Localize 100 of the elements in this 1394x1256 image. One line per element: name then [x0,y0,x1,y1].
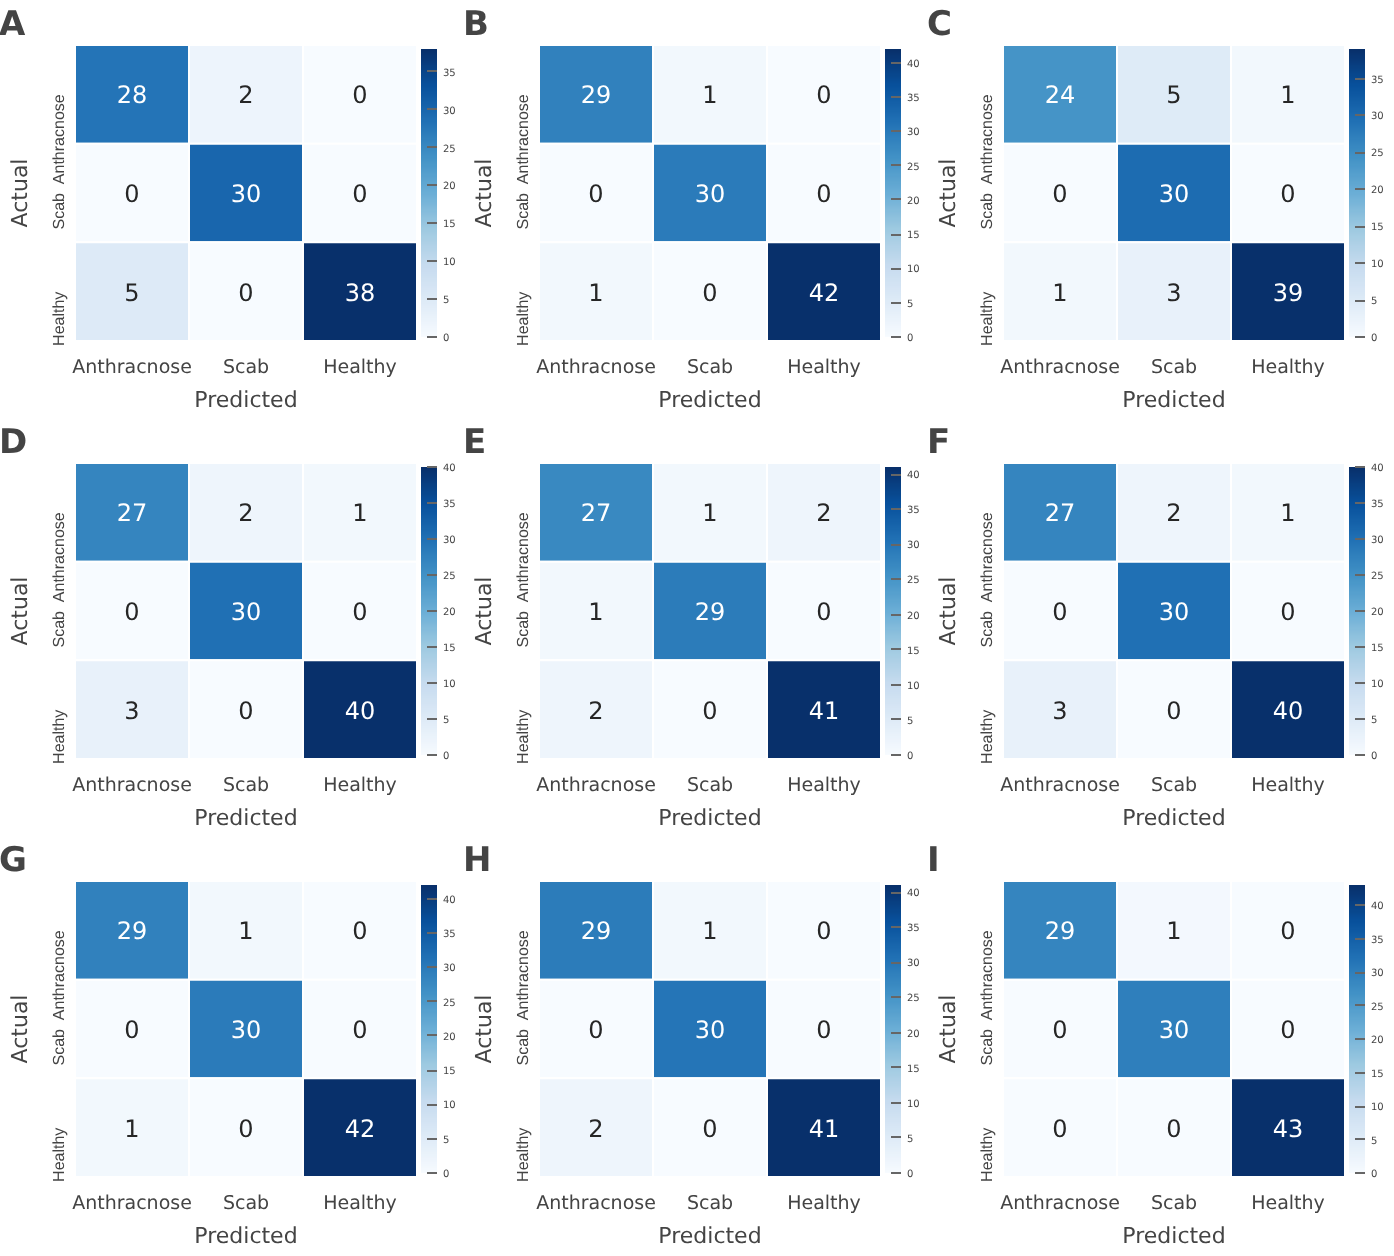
data-label: 0 [816,1016,832,1044]
data-label: 2 [238,499,254,528]
data-label: 1 [1280,499,1296,528]
x-axis-title: Predicted [194,1223,298,1249]
data-label: 2 [588,696,604,725]
y-tick-label: Anthracnose [514,511,532,603]
data-label: 0 [816,598,832,626]
y-tick-label: Anthracnose [50,929,68,1021]
chart-title: D [0,423,28,463]
y-tick-label: Anthracnose [978,511,996,603]
data-label: 29 [580,81,612,110]
x-axis-title: Predicted [194,805,298,831]
y-axis-title: Actual [7,994,33,1064]
chart-title: G [0,841,27,881]
data-label: 5 [124,278,140,307]
data-label: 2 [1166,499,1182,528]
data-label: 30 [1158,1016,1190,1044]
y-axis-title: Actual [935,576,961,646]
data-label: 2 [816,499,832,528]
data-label: 42 [344,1114,376,1143]
data-label: 1 [588,598,604,626]
y-axis-title: Actual [7,576,33,646]
data-label: 0 [816,180,832,208]
x-tick-label: Scab [222,1193,270,1215]
y-tick-label: Scab [978,1027,996,1066]
data-label: 28 [116,81,148,110]
y-tick-label: Scab [978,609,996,648]
data-label: 29 [116,917,148,946]
data-label: 1 [1166,917,1182,946]
y-tick-label: Scab [978,191,996,230]
chart-title: E [463,423,487,463]
data-label: 0 [702,696,718,725]
data-label: 29 [694,598,726,626]
data-label: 0 [1280,917,1296,946]
data-label: 0 [238,696,254,725]
data-label: 1 [1280,81,1296,110]
data-label: 27 [580,499,612,528]
chart-title: B [463,5,489,45]
x-tick-label: Healthy [787,357,862,379]
x-tick-label: Scab [1150,357,1198,379]
data-label: 1 [702,499,718,528]
data-label: 0 [816,917,832,946]
x-tick-label: Anthracnose [1000,357,1121,379]
data-label: 43 [1272,1114,1304,1143]
data-label: 3 [124,696,140,725]
y-tick-label: Anthracnose [978,93,996,185]
data-label: 0 [1280,598,1296,626]
y-axis-title: Actual [935,158,961,228]
x-tick-label: Anthracnose [536,775,657,797]
x-tick-label: Healthy [1251,775,1326,797]
data-label: 0 [352,180,368,208]
x-tick-label: Scab [1150,775,1198,797]
data-label: 0 [352,1016,368,1044]
data-label: 0 [1280,1016,1296,1044]
data-label: 40 [344,696,376,725]
x-tick-label: Healthy [787,775,862,797]
x-tick-label: Anthracnose [72,1193,193,1215]
data-label: 3 [1166,278,1182,307]
x-tick-label: Scab [222,357,270,379]
x-tick-label: Anthracnose [72,775,193,797]
data-label: 0 [1052,1016,1068,1044]
data-label: 0 [702,1114,718,1143]
data-label: 0 [352,598,368,626]
chart-title: H [463,841,492,881]
x-tick-label: Healthy [323,1193,398,1215]
y-axis-title: Actual [935,994,961,1064]
y-tick-label: Scab [50,191,68,230]
data-label: 0 [702,278,718,307]
data-label: 0 [1166,696,1182,725]
x-axis-title: Predicted [1122,1223,1226,1249]
data-label: 41 [808,1114,840,1143]
data-label: 30 [1158,598,1190,626]
data-label: 42 [808,278,840,307]
x-axis-title: Predicted [658,1223,762,1249]
data-label: 24 [1044,81,1076,110]
y-tick-label: Anthracnose [978,929,996,1021]
y-tick-label: Anthracnose [514,93,532,185]
data-label: 0 [352,81,368,110]
data-label: 30 [230,598,262,626]
y-axis-title: Actual [471,158,497,228]
data-label: 1 [702,917,718,946]
x-axis-title: Predicted [194,387,298,413]
data-label: 29 [580,917,612,946]
data-label: 29 [1044,917,1076,946]
y-axis-title: Actual [7,158,33,228]
data-label: 0 [588,1016,604,1044]
y-tick-label: Scab [50,1027,68,1066]
x-axis-title: Predicted [658,387,762,413]
y-tick-label: Scab [514,1027,532,1066]
data-label: 0 [238,1114,254,1143]
data-label: 1 [1052,278,1068,307]
x-tick-label: Scab [686,357,734,379]
x-tick-label: Scab [686,1193,734,1215]
x-tick-label: Healthy [323,775,398,797]
data-label: 40 [1272,696,1304,725]
data-label: 1 [124,1114,140,1143]
data-label: 30 [694,1016,726,1044]
x-tick-label: Healthy [1251,357,1326,379]
x-tick-label: Healthy [323,357,398,379]
x-tick-label: Anthracnose [536,1193,657,1215]
